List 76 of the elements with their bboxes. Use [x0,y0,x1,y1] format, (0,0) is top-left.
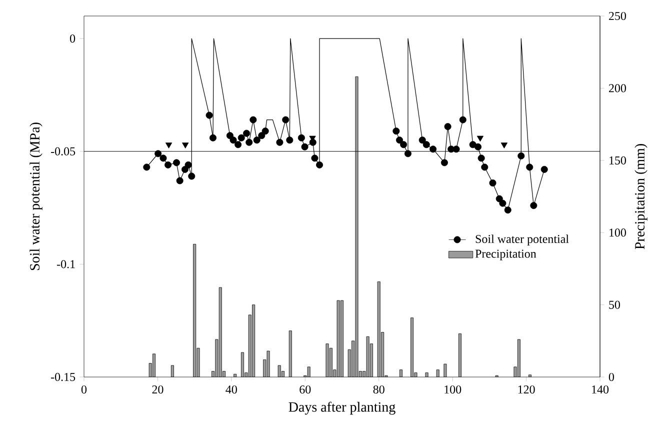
point [250,116,257,124]
point [176,177,184,184]
point [164,161,172,168]
point [400,141,408,148]
point [418,136,426,144]
point [160,154,167,162]
x-tick-label: 60 [300,385,311,394]
x-tick-label: 20 [152,385,164,394]
point [392,128,400,135]
point [530,202,538,210]
x-tick-label: 80 [373,385,384,394]
y-tick-label: 0 [70,34,76,43]
point [311,154,318,162]
point [430,146,437,153]
point [165,142,172,148]
point [173,159,180,166]
point [210,134,216,142]
point [276,138,284,146]
point [316,161,324,168]
point [452,146,460,153]
point [496,195,503,202]
point [459,116,466,124]
x-axis-title: Days after planting [288,402,396,415]
x-tick-label: 120 [518,385,535,394]
point [286,136,294,144]
point [474,143,482,150]
point [481,164,488,171]
point [440,159,448,166]
point [282,116,290,124]
x-tick-label: 140 [592,385,609,394]
y2-tick-label: 150 [610,156,626,164]
y2-tick-label: 250 [608,12,626,20]
point [444,123,452,130]
point [298,134,305,142]
legend-label: Precipitation [475,250,536,260]
y-tick-label: -0.05 [51,147,76,156]
point [243,130,250,137]
point [238,134,245,142]
point [500,142,508,148]
y-tick-label: -0.15 [51,372,76,382]
point [206,112,213,119]
point [540,166,548,173]
point [526,164,534,171]
point [234,141,242,148]
point [184,161,192,168]
point [258,132,266,140]
y2-tick-label: 200 [608,84,626,92]
point [499,200,506,207]
y-tick-label: -0.1 [57,260,75,268]
point [469,141,476,148]
point [188,172,196,180]
point [262,128,269,135]
point [396,136,403,144]
point [154,150,162,158]
point [182,142,189,148]
point [230,136,237,144]
legend-label: Soil water potential [476,234,569,246]
y2-axis-title: Precipitation (mm) [634,144,648,250]
point [518,152,525,160]
point [422,141,430,148]
point [504,206,512,214]
point [489,179,496,186]
point [478,154,485,162]
point [476,136,484,142]
point [246,138,253,146]
x-tick-label: 0 [81,385,87,394]
y2-tick-label: 0 [608,372,614,382]
point [301,143,308,150]
y2-tick-label: 100 [610,228,626,237]
point [143,164,150,171]
x-tick-label: 100 [444,385,462,394]
y2-tick-label: 50 [609,300,620,309]
point [404,150,412,158]
point [253,136,260,144]
y-axis-title: Soil water potential (MPa) [30,122,42,270]
x-tick-label: 40 [226,385,237,394]
